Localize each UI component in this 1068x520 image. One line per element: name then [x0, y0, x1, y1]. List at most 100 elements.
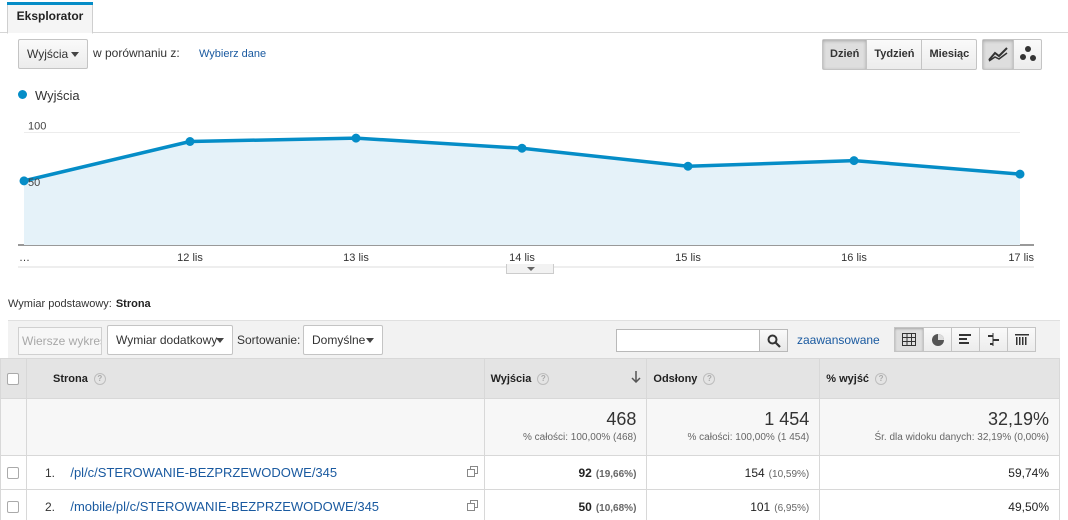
table-search-input[interactable] — [616, 329, 760, 352]
data-point — [351, 133, 361, 143]
open-page-icon[interactable] — [466, 500, 478, 511]
page-link[interactable]: /mobile/pl/c/STEROWANIE-BEZPRZEWODOWE/34… — [70, 499, 380, 514]
comparison-view-button[interactable] — [979, 328, 1007, 351]
chevron-down-icon — [216, 338, 224, 343]
header-exit-pct-label: % wyjść — [826, 372, 870, 385]
header-exits[interactable]: Wyjścia? — [483, 358, 648, 399]
bar-view-button[interactable] — [951, 328, 979, 351]
primary-dimension: Wymiar podstawowy: Strona — [8, 298, 151, 310]
y-tick-label: 100 — [28, 121, 46, 133]
totals-exits: 468 — [606, 409, 637, 429]
table-header-row: Strona? Wyjścia? Odsłony? % wyjść? — [0, 358, 1060, 399]
pie-icon — [932, 334, 944, 346]
row-page-cell: 2. /mobile/pl/c/STEROWANIE-BEZPRZEWODOWE… — [25, 489, 485, 520]
totals-pageviews: 1 454 — [764, 409, 810, 429]
motion-chart-button[interactable] — [1013, 40, 1041, 69]
data-point — [19, 176, 29, 186]
row-number: 2. — [44, 500, 55, 514]
data-point — [517, 143, 527, 153]
chart-collapse-handle[interactable] — [506, 264, 554, 274]
header-exits-label: Wyjścia — [490, 372, 532, 385]
row-exits-pct: (19,66%) — [595, 468, 637, 480]
totals-exit-pct: 32,19% — [987, 409, 1049, 429]
totals-label-cell — [25, 398, 485, 456]
table-row: 2. /mobile/pl/c/STEROWANIE-BEZPRZEWODOWE… — [0, 489, 1060, 520]
secondary-dimension-label: Wymiar dodatkowy — [116, 333, 218, 347]
sort-select[interactable]: Domyślne — [303, 325, 383, 355]
x-tick-label: 12 lis — [177, 252, 203, 264]
line-chart: 100 50 … 12 lis 13 lis 14 lis 15 lis 16 lis 17 l… — [18, 121, 1034, 268]
row-pageviews: 101 — [750, 499, 771, 514]
secondary-dimension-select[interactable]: Wymiar dodatkowy — [107, 325, 233, 355]
x-tick-label: 14 lis — [509, 252, 535, 264]
table-row: 1. /pl/c/STEROWANIE-BEZPRZEWODOWE/345 92… — [0, 455, 1060, 490]
row-exits-cell: 92 (19,66%) — [483, 455, 648, 490]
header-page[interactable]: Strona? — [25, 358, 485, 399]
help-icon[interactable]: ? — [875, 372, 888, 385]
x-tick-label: 13 lis — [343, 252, 369, 264]
totals-pageviews-sub: % całości: 100,00% (1 454) — [687, 432, 810, 443]
page-link[interactable]: /pl/c/STEROWANIE-BEZPRZEWODOWE/345 — [70, 465, 338, 480]
row-page-cell: 1. /pl/c/STEROWANIE-BEZPRZEWODOWE/345 — [25, 455, 485, 490]
row-select-cell — [0, 455, 27, 490]
search-icon — [767, 334, 781, 348]
search-button[interactable] — [760, 329, 788, 352]
row-checkbox[interactable] — [7, 501, 19, 514]
series-area — [24, 138, 1020, 245]
metric-select[interactable]: Wyjścia — [18, 39, 88, 69]
help-icon[interactable]: ? — [537, 372, 550, 385]
row-select-cell — [0, 489, 27, 520]
motion-chart-icon — [1020, 46, 1036, 61]
totals-exits-cell: 468 % całości: 100,00% (468) — [483, 398, 648, 456]
term-cloud-view-button[interactable] — [1007, 328, 1035, 351]
header-pageviews-label: Odsłony — [653, 372, 698, 385]
compare-label: w porównaniu z: — [93, 46, 180, 60]
totals-exit-pct-cell: 32,19% Śr. dla widoku danych: 32,19% (0,… — [819, 398, 1060, 456]
totals-pageviews-cell: 1 454 % całości: 100,00% (1 454) — [646, 398, 821, 456]
chevron-down-icon — [366, 338, 374, 343]
compare-link[interactable]: Wybierz dane — [199, 48, 267, 60]
x-tick-label: 16 lis — [841, 252, 867, 264]
header-exit-pct[interactable]: % wyjść? — [819, 358, 1060, 399]
row-exits: 50 — [578, 499, 592, 514]
row-exits: 92 — [578, 465, 592, 480]
legend-series-label: Wyjścia — [35, 88, 80, 103]
totals-row: 468 % całości: 100,00% (468) 1 454 % cał… — [0, 398, 1060, 456]
row-pageviews: 154 — [744, 465, 765, 480]
chevron-down-icon — [71, 52, 79, 57]
totals-exits-sub: % całości: 100,00% (468) — [523, 432, 637, 443]
totals-empty-cell — [0, 398, 27, 456]
help-icon[interactable]: ? — [93, 372, 106, 385]
row-checkbox[interactable] — [7, 467, 19, 480]
help-icon[interactable]: ? — [703, 372, 716, 385]
header-page-label: Strona — [52, 372, 88, 385]
advanced-filter-link[interactable]: zaawansowane — [797, 333, 880, 347]
tab-explorer[interactable]: Eksplorator — [7, 2, 93, 34]
row-exits-pct: (10,68%) — [595, 502, 637, 514]
table-view-group — [894, 327, 1036, 352]
granularity-day-button[interactable]: Dzień — [823, 40, 867, 69]
row-pageviews-pct: (6,95%) — [774, 502, 810, 514]
data-point — [683, 161, 693, 171]
granularity-month-button[interactable]: Miesiąc — [921, 40, 976, 69]
plot-rows-button[interactable]: Wiersze wykresu — [18, 327, 102, 355]
row-pageviews-cell: 101 (6,95%) — [646, 489, 821, 520]
granularity-week-button[interactable]: Tydzień — [866, 40, 921, 69]
row-pageviews-pct: (10,59%) — [768, 468, 810, 480]
x-tick-label: 15 lis — [675, 252, 701, 264]
comparison-icon — [988, 333, 999, 346]
table-view-button[interactable] — [895, 328, 923, 351]
open-page-icon[interactable] — [466, 466, 478, 477]
bar-icon — [959, 334, 971, 344]
tab-bar: Eksplorator — [0, 0, 1068, 34]
sort-desc-icon — [631, 371, 641, 383]
term-cloud-icon — [1015, 334, 1029, 345]
select-all-checkbox[interactable] — [7, 372, 19, 385]
chart-legend: Wyjścia — [18, 88, 80, 103]
data-point — [1015, 169, 1025, 179]
table-icon — [902, 333, 916, 346]
line-chart-button[interactable] — [983, 40, 1013, 69]
header-pageviews[interactable]: Odsłony? — [646, 358, 821, 399]
primary-dimension-value[interactable]: Strona — [115, 298, 151, 310]
pie-view-button[interactable] — [923, 328, 951, 351]
